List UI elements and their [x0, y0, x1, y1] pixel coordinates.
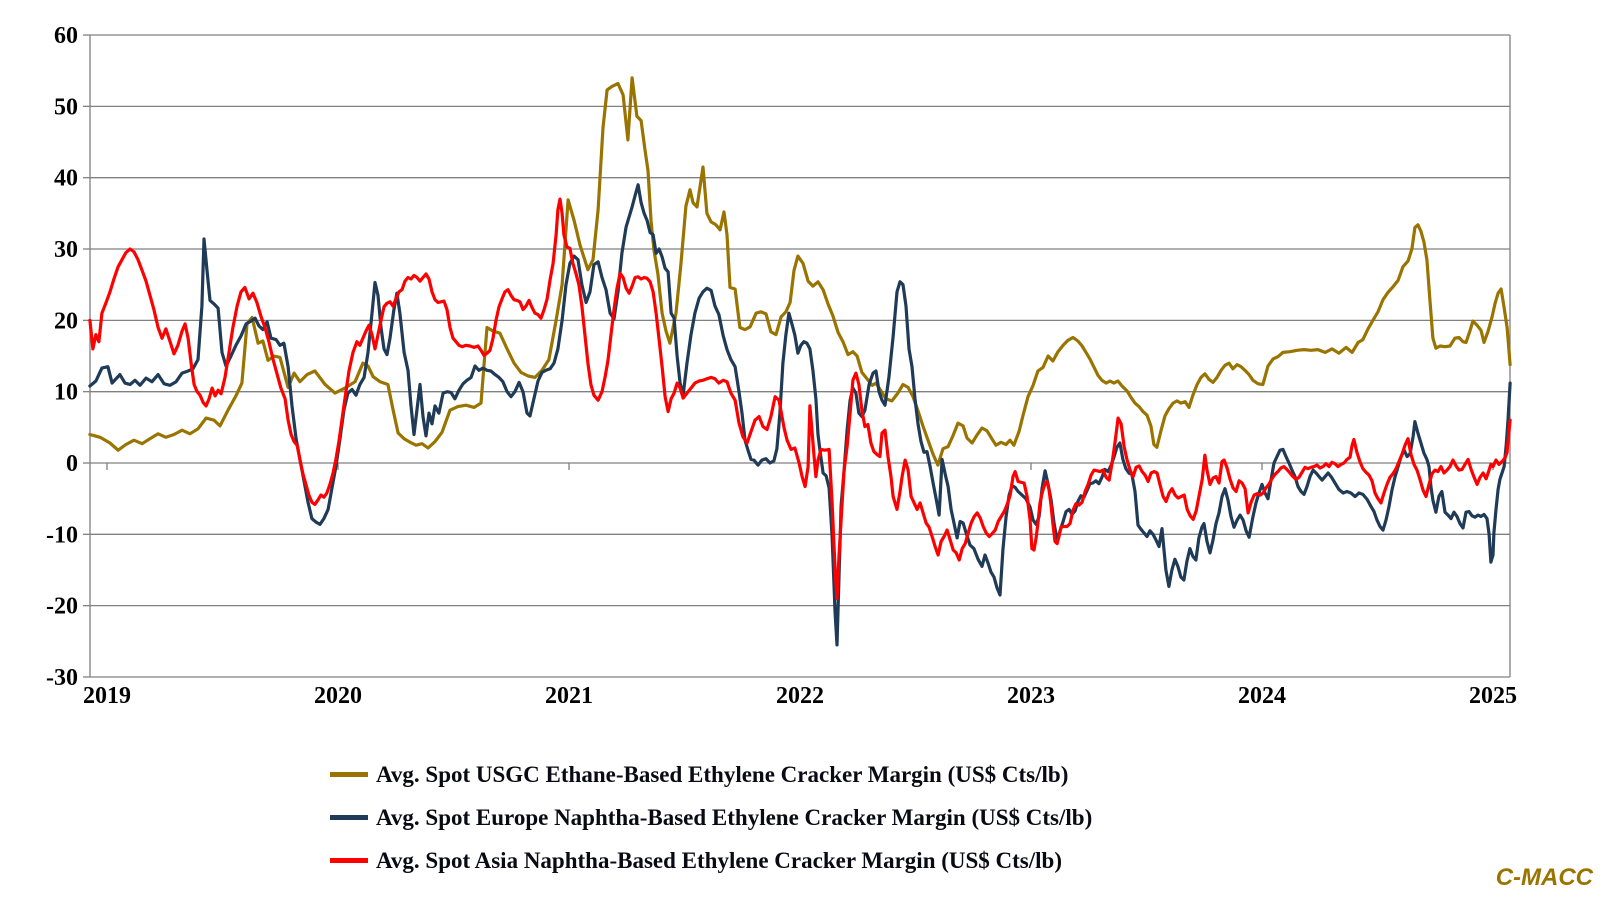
chart-legend: Avg. Spot USGC Ethane-Based Ethylene Cra…: [330, 753, 1092, 882]
legend-swatch-asia-naphtha-icon: [330, 858, 368, 863]
legend-swatch-usgc-ethane-icon: [330, 772, 368, 777]
cmacc-watermark: C-MACC: [1495, 864, 1593, 891]
y-axis-label: -10: [46, 522, 78, 548]
y-axis-label: -30: [46, 665, 78, 691]
x-axis-label: 2025: [1469, 683, 1517, 709]
y-axis-label: 50: [54, 94, 78, 120]
x-axis-label: 2024: [1238, 683, 1286, 709]
x-axis-label: 2023: [1007, 683, 1055, 709]
legend-item-asia-naphtha: Avg. Spot Asia Naphtha-Based Ethylene Cr…: [330, 839, 1092, 882]
y-axis-label: 60: [54, 23, 78, 49]
legend-label-europe-naphtha: Avg. Spot Europe Naphtha-Based Ethylene …: [376, 804, 1093, 830]
series-line-1: [88, 183, 1512, 647]
y-axis-label: 20: [54, 308, 78, 334]
legend-label-usgc-ethane: Avg. Spot USGC Ethane-Based Ethylene Cra…: [376, 761, 1069, 787]
y-axis-label: 0: [66, 451, 78, 477]
series-line-2: [88, 197, 1512, 601]
y-axis-label: 30: [54, 237, 78, 263]
series-line-0: [88, 76, 1512, 467]
legend-label-asia-naphtha: Avg. Spot Asia Naphtha-Based Ethylene Cr…: [376, 847, 1062, 873]
legend-swatch-europe-naphtha-icon: [330, 815, 368, 820]
x-axis-label: 2020: [314, 683, 362, 709]
y-axis-label: 10: [54, 380, 78, 406]
y-axis-label: -20: [46, 594, 78, 620]
x-axis-label: 2019: [83, 683, 131, 709]
x-axis-label: 2022: [776, 683, 824, 709]
y-axis-label: 40: [54, 166, 78, 192]
x-axis-label: 2021: [545, 683, 593, 709]
legend-item-usgc-ethane: Avg. Spot USGC Ethane-Based Ethylene Cra…: [330, 753, 1092, 796]
legend-item-europe-naphtha: Avg. Spot Europe Naphtha-Based Ethylene …: [330, 796, 1092, 839]
